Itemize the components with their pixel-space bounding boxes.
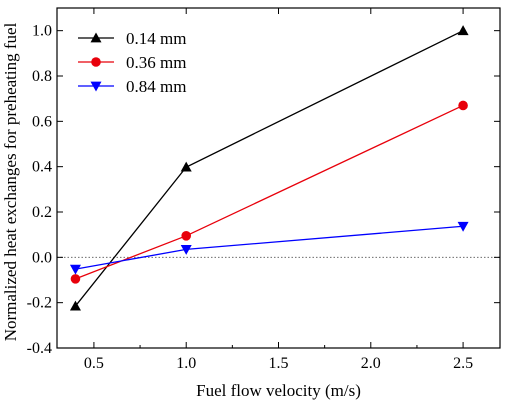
data-point <box>69 300 81 311</box>
data-point <box>457 25 469 36</box>
legend: 0.14 mm 0.36 mm 0.84 mm <box>78 29 186 96</box>
legend-item: 0.14 mm <box>78 29 186 48</box>
data-point <box>181 231 192 241</box>
series-1 <box>69 25 469 311</box>
legend-label: 0.36 mm <box>126 53 186 72</box>
data-point <box>180 161 192 172</box>
x-tick-label: 1.0 <box>176 355 196 372</box>
series-line <box>75 104 464 280</box>
y-tick-label: 0.6 <box>32 113 52 130</box>
y-tick-label: 0.8 <box>32 68 52 85</box>
data-point <box>457 221 469 232</box>
data-point <box>69 264 81 275</box>
y-axis-title: Normalized heat exchanges for preheating… <box>1 22 20 341</box>
x-tick-label: 2.0 <box>361 355 381 372</box>
y-tick-label: 0.4 <box>32 159 52 176</box>
x-tick-label: 0.5 <box>84 355 104 372</box>
series-2 <box>70 100 468 284</box>
data-point <box>70 274 81 284</box>
y-tick-label: -0.2 <box>27 295 52 312</box>
legend-marker <box>90 32 102 43</box>
legend-label: 0.14 mm <box>126 29 186 48</box>
x-tick-label: 1.5 <box>269 355 289 372</box>
legend-label: 0.84 mm <box>126 77 186 96</box>
y-tick-label: 0.2 <box>32 204 52 221</box>
legend-marker <box>91 57 101 67</box>
plot-frame <box>56 7 501 349</box>
x-tick-label: 2.5 <box>453 355 473 372</box>
y-tick-label: -0.4 <box>27 340 52 357</box>
data-point <box>458 100 468 111</box>
series-layer <box>69 25 469 311</box>
ticks-layer: 0.5 1.0 1.5 2.0 2.5 -0.4 -0.2 0.0 0.2 0.4 0.6 0.8 1.… <box>27 8 500 372</box>
data-point <box>180 245 192 255</box>
x-axis-title: Fuel flow velocity (m/s) <box>196 381 361 400</box>
legend-item: 0.36 mm <box>78 53 186 72</box>
y-tick-label: 1.0 <box>32 23 52 40</box>
legend-item: 0.84 mm <box>78 77 186 96</box>
series-3 <box>69 221 469 275</box>
y-tick-label: 0.0 <box>32 249 52 266</box>
legend-marker <box>90 81 102 92</box>
